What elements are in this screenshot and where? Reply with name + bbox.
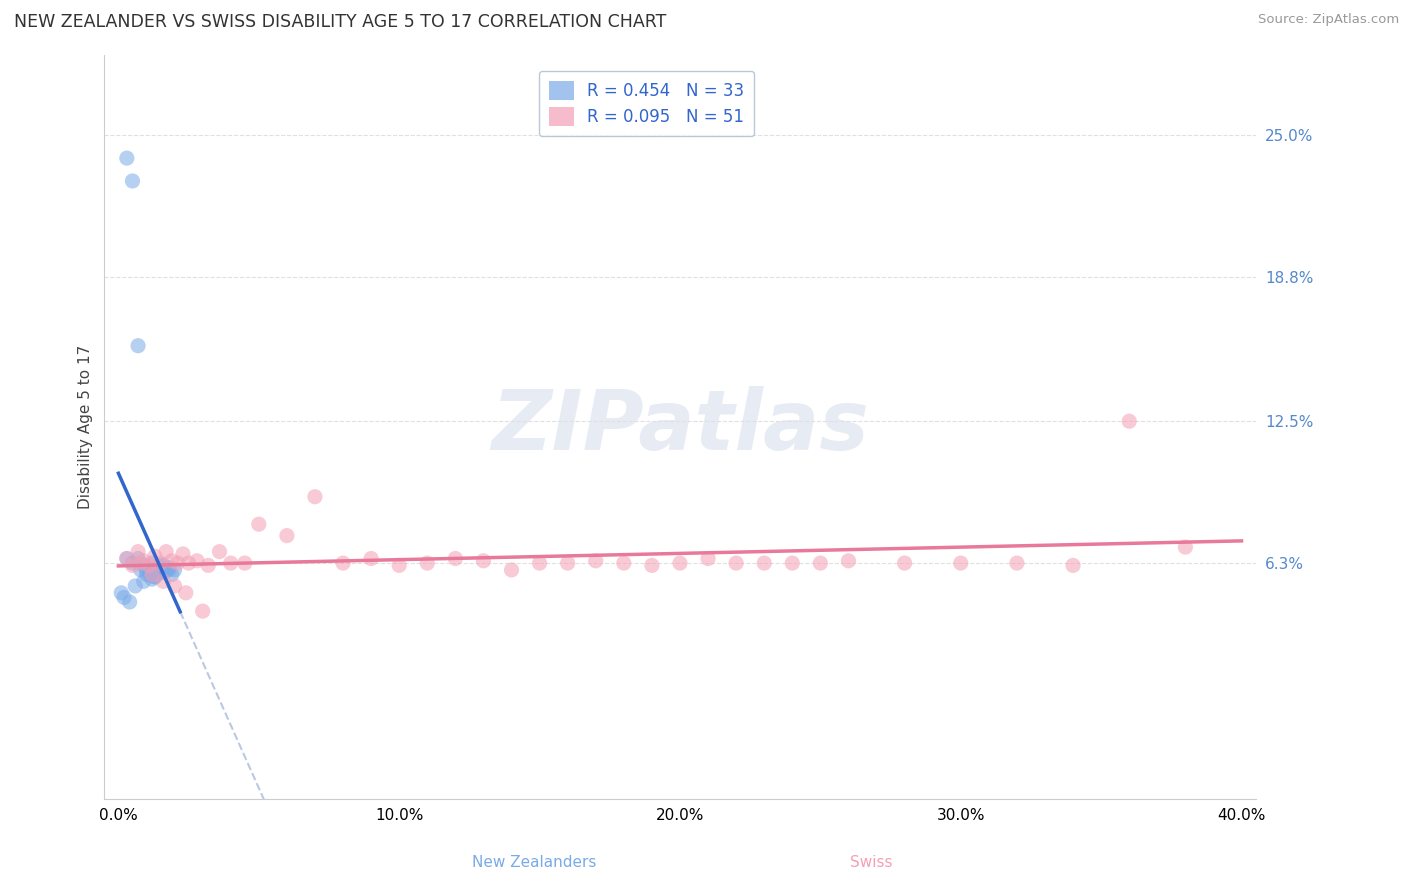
Text: Source: ZipAtlas.com: Source: ZipAtlas.com	[1258, 13, 1399, 27]
Point	[132, 554, 155, 568]
Point	[1005, 556, 1028, 570]
Point	[135, 563, 157, 577]
Point	[143, 570, 166, 584]
Point	[304, 490, 326, 504]
Point	[472, 554, 495, 568]
Point	[152, 566, 174, 580]
Point	[697, 551, 720, 566]
Point	[115, 551, 138, 566]
Point	[138, 567, 160, 582]
Point	[155, 544, 177, 558]
Point	[177, 556, 200, 570]
Point	[141, 572, 163, 586]
Point	[124, 579, 146, 593]
Point	[247, 517, 270, 532]
Point	[276, 528, 298, 542]
Point	[163, 579, 186, 593]
Point	[143, 570, 166, 584]
Point	[360, 551, 382, 566]
Text: New Zealanders: New Zealanders	[472, 855, 596, 870]
Point	[143, 549, 166, 564]
Point	[208, 544, 231, 558]
Point	[115, 551, 138, 566]
Y-axis label: Disability Age 5 to 17: Disability Age 5 to 17	[79, 345, 93, 509]
Point	[893, 556, 915, 570]
Point	[641, 558, 664, 573]
Point	[155, 563, 177, 577]
Point	[112, 591, 135, 605]
Point	[166, 556, 188, 570]
Point	[191, 604, 214, 618]
Point	[115, 151, 138, 165]
Point	[219, 556, 242, 570]
Point	[557, 556, 579, 570]
Point	[132, 558, 155, 573]
Point	[138, 563, 160, 577]
Point	[121, 174, 143, 188]
Text: NEW ZEALANDER VS SWISS DISABILITY AGE 5 TO 17 CORRELATION CHART: NEW ZEALANDER VS SWISS DISABILITY AGE 5 …	[14, 13, 666, 31]
Point	[808, 556, 831, 570]
Point	[129, 556, 152, 570]
Point	[132, 574, 155, 589]
Point	[141, 567, 163, 582]
Point	[110, 586, 132, 600]
Point	[585, 554, 607, 568]
Point	[1062, 558, 1084, 573]
Point	[172, 547, 194, 561]
Point	[163, 563, 186, 577]
Point	[127, 551, 149, 566]
Point	[146, 566, 169, 580]
Point	[174, 586, 197, 600]
Point	[138, 558, 160, 573]
Point	[135, 567, 157, 582]
Point	[197, 558, 219, 573]
Point	[669, 556, 692, 570]
Point	[141, 556, 163, 570]
Point	[613, 556, 636, 570]
Point	[332, 556, 354, 570]
Point	[754, 556, 776, 570]
Point	[127, 544, 149, 558]
Point	[160, 554, 183, 568]
Point	[155, 563, 177, 577]
Point	[149, 558, 172, 573]
Point	[118, 595, 141, 609]
Point	[416, 556, 439, 570]
Point	[186, 554, 208, 568]
Point	[149, 566, 172, 580]
Point	[1174, 540, 1197, 554]
Point	[146, 563, 169, 577]
Point	[160, 567, 183, 582]
Point	[1118, 414, 1140, 428]
Text: ZIPatlas: ZIPatlas	[491, 386, 869, 467]
Legend: R = 0.454   N = 33, R = 0.095   N = 51: R = 0.454 N = 33, R = 0.095 N = 51	[538, 70, 754, 136]
Point	[837, 554, 859, 568]
Point	[444, 551, 467, 566]
Point	[157, 560, 180, 574]
Point	[725, 556, 748, 570]
Point	[233, 556, 256, 570]
Point	[121, 556, 143, 570]
Point	[127, 339, 149, 353]
Point	[152, 574, 174, 589]
Point	[129, 563, 152, 577]
Point	[501, 563, 523, 577]
Point	[121, 558, 143, 573]
Point	[949, 556, 972, 570]
Point	[529, 556, 551, 570]
Point	[157, 563, 180, 577]
Point	[782, 556, 804, 570]
Text: Swiss: Swiss	[851, 855, 893, 870]
Point	[152, 558, 174, 573]
Point	[388, 558, 411, 573]
Point	[149, 556, 172, 570]
